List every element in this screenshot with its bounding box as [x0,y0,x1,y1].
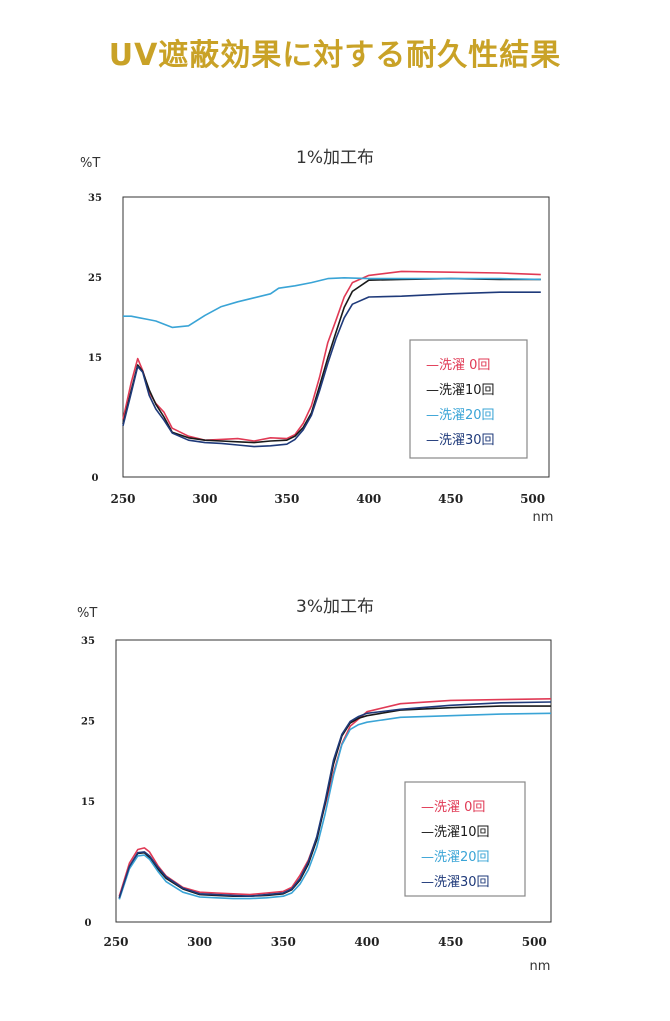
series-line-2 [122,277,541,444]
legend-entry-4: —洗濯30回 [426,433,495,448]
y-tick-label: 0 [92,473,99,484]
y-axis-label: %T [80,156,100,171]
legend-box [409,339,528,459]
x-tick-label: 350 [274,492,299,506]
y-tick-label: 35 [81,636,95,647]
chart-title-2: 3%加工布 [296,597,374,617]
y-tick-label: 15 [81,797,95,808]
legend-box [404,781,526,897]
series-line-4 [122,291,541,448]
y-tick-label: 15 [88,353,102,364]
legend-entry-2: —洗濯10回 [426,383,495,398]
legend-entry-2: —洗濯10回 [421,825,490,840]
x-tick-label: 400 [354,935,379,949]
plot-frame [122,196,550,478]
x-tick-label: 300 [187,935,212,949]
legend-entry-3: —洗濯20回 [421,850,490,865]
x-tick-label: 300 [192,492,217,506]
chart-title-1: 1%加工布 [296,148,374,168]
y-tick-label: 35 [88,193,102,204]
legend-entry-3: —洗濯20回 [426,408,495,423]
page-title: UV遮蔽効果に対する耐久性結果 [108,38,562,73]
x-tick-label: 450 [438,492,463,506]
y-tick-label: 25 [81,717,95,728]
legend-entry-4: —洗濯30回 [421,875,490,890]
legend-entry-1: —洗濯 0回 [421,800,485,815]
x-tick-label: 500 [520,492,545,506]
legend-entry-1: —洗濯 0回 [426,358,490,373]
x-axis-label: nm [533,510,554,525]
chart-1: %T 0 15 25 35 250 300 350 400 450 500 nm —洗濯 0回 —洗濯10… [80,156,554,525]
x-tick-label: 250 [110,492,135,506]
plot-frame [115,639,552,923]
y-axis-label: %T [77,606,97,621]
series-line-3 [123,277,541,329]
x-tick-label: 450 [438,935,463,949]
x-tick-label: 500 [522,935,547,949]
x-tick-label: 400 [356,492,381,506]
chart-2: %T 0 15 25 35 250 300 350 400 450 500 nm —洗濯 0回 —洗濯10… [77,606,552,974]
series-line-4 [118,701,552,899]
y-tick-label: 25 [88,273,102,284]
x-tick-label: 350 [271,935,296,949]
x-tick-label: 250 [103,935,128,949]
series-line-3 [118,712,552,900]
x-axis-label: nm [530,959,551,974]
y-tick-label: 0 [85,918,92,929]
